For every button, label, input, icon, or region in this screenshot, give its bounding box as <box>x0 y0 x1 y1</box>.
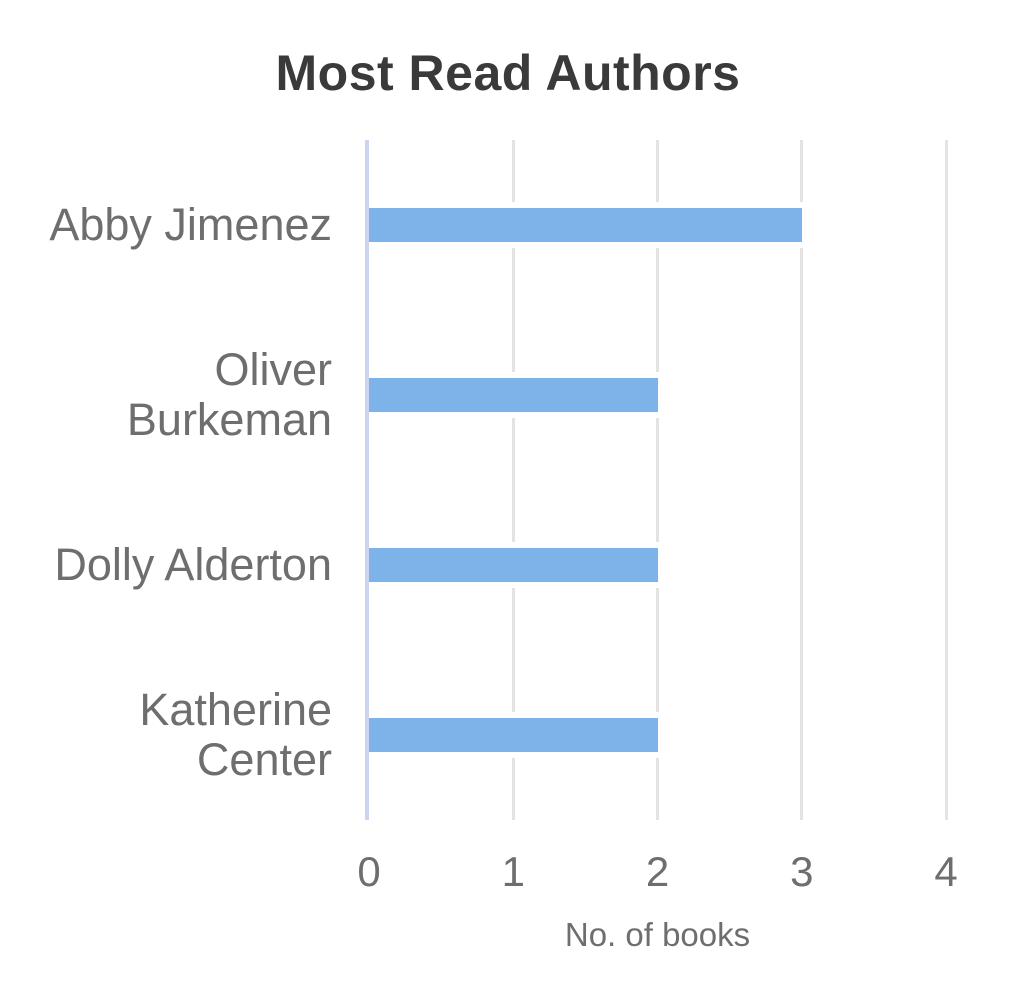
x-tick-label-1: 1 <box>501 848 525 895</box>
gridline-4 <box>944 140 948 820</box>
x-tick-label-0: 0 <box>357 848 381 895</box>
bar-0 <box>369 208 807 242</box>
gridline-3 <box>800 140 804 820</box>
gridline-1 <box>511 140 515 820</box>
category-label-0: Abby Jimenez <box>49 198 332 250</box>
x-tick-label-3: 3 <box>790 848 814 895</box>
x-tick-label-4: 4 <box>934 848 958 895</box>
bar-3 <box>369 718 663 752</box>
bar-2 <box>369 548 663 582</box>
bar-1 <box>369 378 663 412</box>
x-axis-ticks: 0 1 2 3 4 <box>357 848 957 896</box>
plot-area <box>365 140 948 820</box>
category-labels: Abby Jimenez Oliver Burkeman Dolly Alderto… <box>0 140 332 820</box>
gridline-2 <box>656 140 659 820</box>
x-axis-title: No. of books <box>564 916 751 953</box>
y-axis-line <box>365 140 369 820</box>
category-label-3: Katherine Center <box>139 683 332 785</box>
x-tick-label-2: 2 <box>645 848 670 895</box>
category-label-2: Dolly Alderton <box>54 538 332 590</box>
category-label-1: Oliver Burkeman <box>126 343 332 445</box>
chart-title: Most Read Authors <box>275 45 741 101</box>
